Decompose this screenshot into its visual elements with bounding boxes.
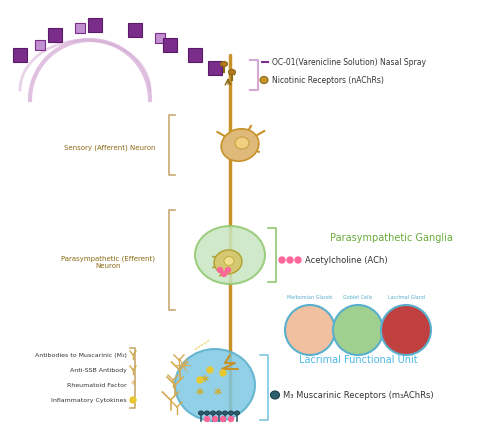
- Text: M₃ Muscarinic Receptors (m₃AChRs): M₃ Muscarinic Receptors (m₃AChRs): [283, 391, 434, 400]
- Ellipse shape: [220, 61, 228, 66]
- Text: Meibomian Glands: Meibomian Glands: [287, 295, 333, 300]
- Ellipse shape: [195, 226, 265, 284]
- Text: *: *: [214, 388, 222, 402]
- Circle shape: [279, 257, 285, 263]
- Text: Lacrimal Functional Unit: Lacrimal Functional Unit: [298, 355, 418, 365]
- Text: Antibodies to Muscarinic (M₃): Antibodies to Muscarinic (M₃): [35, 353, 127, 358]
- Ellipse shape: [234, 411, 240, 415]
- Text: *: *: [130, 380, 136, 390]
- Circle shape: [204, 417, 210, 422]
- Ellipse shape: [221, 129, 259, 161]
- Circle shape: [226, 267, 230, 272]
- Text: Anti-SSB Antibody: Anti-SSB Antibody: [70, 367, 127, 372]
- Circle shape: [197, 377, 203, 383]
- Circle shape: [287, 257, 293, 263]
- Ellipse shape: [260, 77, 268, 83]
- Ellipse shape: [222, 411, 228, 415]
- Text: Goblet Cells: Goblet Cells: [344, 295, 372, 300]
- Ellipse shape: [175, 349, 255, 421]
- Circle shape: [212, 417, 218, 422]
- Text: *: *: [196, 388, 204, 402]
- Ellipse shape: [198, 411, 203, 415]
- Circle shape: [222, 271, 226, 276]
- Circle shape: [333, 305, 383, 355]
- Circle shape: [295, 257, 301, 263]
- Ellipse shape: [210, 411, 216, 415]
- Circle shape: [285, 305, 335, 355]
- Ellipse shape: [235, 137, 249, 149]
- Text: Rheumatoid Factor: Rheumatoid Factor: [68, 383, 127, 388]
- Circle shape: [207, 367, 213, 373]
- Text: Nicotinic Receptors (nAChRs): Nicotinic Receptors (nAChRs): [272, 76, 384, 85]
- Text: Acetylcholine (ACh): Acetylcholine (ACh): [305, 255, 388, 264]
- Ellipse shape: [270, 391, 280, 399]
- Ellipse shape: [228, 69, 235, 74]
- Text: Parasympathetic (Efferent)
Neuron: Parasympathetic (Efferent) Neuron: [61, 255, 155, 269]
- Text: Inflammatory Cytokines: Inflammatory Cytokines: [52, 397, 127, 402]
- Circle shape: [228, 417, 234, 422]
- Ellipse shape: [214, 250, 242, 274]
- Text: OC-01(Varenicline Solution) Nasal Spray: OC-01(Varenicline Solution) Nasal Spray: [272, 57, 426, 66]
- Text: *: *: [201, 375, 209, 389]
- Circle shape: [130, 397, 136, 403]
- Text: Sensory (Afferent) Neuron: Sensory (Afferent) Neuron: [64, 145, 156, 151]
- Circle shape: [220, 370, 226, 376]
- Ellipse shape: [224, 257, 234, 266]
- Circle shape: [381, 305, 431, 355]
- Text: Lacrimal Gland: Lacrimal Gland: [388, 295, 424, 300]
- Circle shape: [218, 267, 222, 272]
- Circle shape: [220, 417, 226, 422]
- Ellipse shape: [204, 411, 210, 415]
- Ellipse shape: [228, 411, 234, 415]
- Ellipse shape: [216, 411, 222, 415]
- Text: Parasympathetic Ganglia: Parasympathetic Ganglia: [330, 233, 453, 243]
